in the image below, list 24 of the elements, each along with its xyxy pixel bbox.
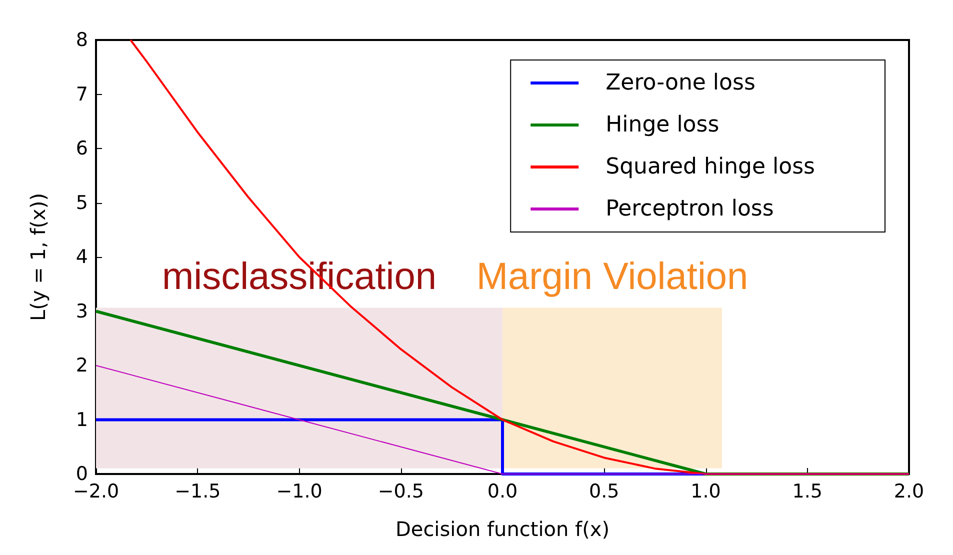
x-tick-label: −0.5 <box>378 480 424 502</box>
x-tick-label: 1.5 <box>792 480 822 502</box>
y-tick-label: 1 <box>76 408 88 431</box>
y-axis-title: L(y = 1, f(x)) <box>26 193 50 321</box>
x-tick-label: 1.0 <box>690 480 721 502</box>
line-series <box>130 39 910 475</box>
x-tick-label: 0.0 <box>487 480 518 502</box>
x-axis-title: Decision function f(x) <box>395 517 610 541</box>
y-tick-label: 7 <box>76 83 88 106</box>
y-tick-label: 5 <box>76 192 88 214</box>
legend-label: Zero-one loss <box>606 70 756 96</box>
legend-label: Squared hinge loss <box>606 154 816 180</box>
x-tick-label: 0.5 <box>589 480 620 502</box>
y-tick-label: 4 <box>76 246 88 268</box>
y-tick-label: 6 <box>76 138 88 160</box>
y-tick-label: 8 <box>76 29 88 51</box>
x-tick-label: −1.0 <box>276 480 322 502</box>
x-tick-label: −1.5 <box>174 480 221 502</box>
legend-label: Perceptron loss <box>606 196 774 222</box>
y-tick-label: 3 <box>76 300 88 322</box>
y-tick-label: 2 <box>76 354 88 376</box>
x-tick-label: 2.0 <box>894 480 924 502</box>
band-label: Margin Violation <box>476 256 748 298</box>
legend-label: Hinge loss <box>606 112 720 138</box>
